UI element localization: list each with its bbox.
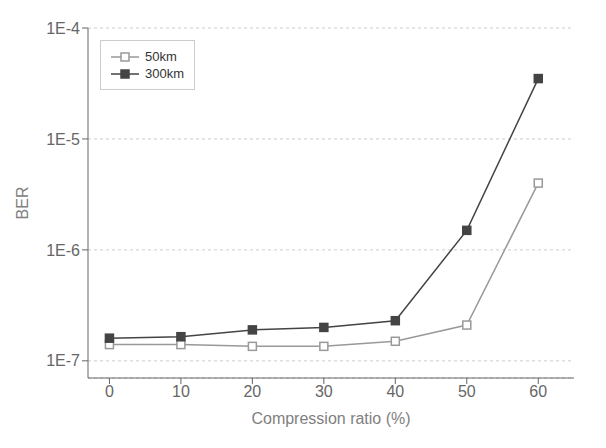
svg-text:60: 60 — [529, 383, 547, 400]
svg-text:1E-6: 1E-6 — [46, 242, 80, 259]
svg-text:30: 30 — [315, 383, 333, 400]
svg-text:1E-5: 1E-5 — [46, 131, 80, 148]
svg-text:20: 20 — [243, 383, 261, 400]
svg-text:1E-4: 1E-4 — [46, 20, 80, 37]
svg-text:0: 0 — [105, 383, 114, 400]
svg-text:40: 40 — [386, 383, 404, 400]
svg-text:BER: BER — [14, 187, 31, 220]
html-text:300km: 300km — [145, 66, 184, 81]
html-text:50km: 50km — [145, 49, 177, 64]
svg-text:10: 10 — [172, 383, 190, 400]
svg-text:50: 50 — [458, 383, 476, 400]
svg-text:1E-7: 1E-7 — [46, 352, 80, 369]
svg-text:Compression ratio (%): Compression ratio (%) — [251, 410, 410, 427]
